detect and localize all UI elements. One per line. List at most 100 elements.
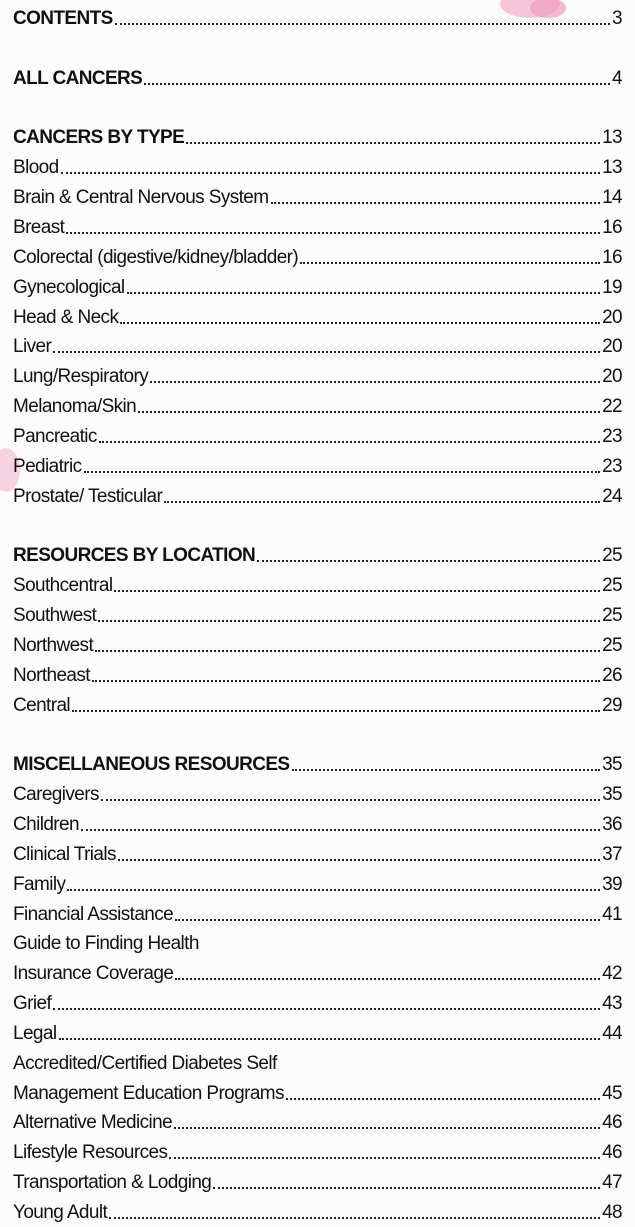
page-number: 23 (602, 456, 622, 478)
page-number: 20 (602, 336, 622, 358)
page-number: 47 (602, 1172, 622, 1194)
section-row: CANCERS BY TYPE 13 (13, 123, 622, 149)
dot-leader (67, 889, 600, 891)
entry-row: Children 36 (13, 810, 622, 836)
entry-row: Caregivers 35 (13, 780, 622, 806)
page-number: 3 (612, 8, 622, 30)
page-number: 22 (602, 396, 622, 418)
dot-leader (213, 1187, 600, 1189)
section-heading: CANCERS BY TYPE (13, 127, 184, 149)
entry-label: Southcentral (13, 575, 112, 597)
section-row: RESOURCES BY LOCATION 25 (13, 541, 622, 567)
dot-leader (61, 172, 600, 174)
page-number: 20 (602, 307, 622, 329)
dot-leader (99, 441, 600, 443)
entry-label: Alternative Medicine (13, 1112, 172, 1134)
page-number: 29 (602, 695, 622, 717)
dot-leader (59, 1038, 601, 1040)
dot-leader (114, 590, 600, 592)
entry-label: Lifestyle Resources (13, 1142, 167, 1164)
page: CONTENTS3ALL CANCERS4CANCERS BY TYPE13Bl… (0, 0, 635, 1227)
page-number: 25 (602, 635, 622, 657)
dot-leader (53, 1008, 600, 1010)
dot-leader (66, 232, 600, 234)
entry-label: Head & Neck (13, 307, 118, 329)
dot-leader (115, 23, 610, 25)
page-number: 44 (602, 1023, 622, 1045)
dot-leader (81, 829, 600, 831)
dot-leader (138, 411, 600, 413)
entry-row: Southcentral 25 (13, 571, 622, 597)
page-number: 36 (602, 814, 622, 836)
page-number: 25 (602, 545, 622, 567)
dot-leader (72, 710, 600, 712)
page-number: 25 (602, 575, 622, 597)
page-number: 48 (602, 1202, 622, 1224)
entry-label: Brain & Central Nervous System (13, 187, 269, 209)
page-number: 45 (602, 1083, 622, 1105)
entry-label: Central (13, 695, 70, 717)
entry-label: Clinical Trials (13, 844, 116, 866)
section-heading: CONTENTS (13, 8, 113, 30)
dot-leader (118, 859, 600, 861)
page-number: 24 (602, 486, 622, 508)
dot-leader (53, 351, 600, 353)
entry-label: Financial Assistance (13, 904, 173, 926)
entry-label: Melanoma/Skin (13, 396, 136, 418)
dot-leader (109, 1217, 600, 1219)
section-heading: MISCELLANEOUS RESOURCES (13, 754, 290, 776)
entry-label: Gynecological (13, 277, 125, 299)
entry-row: Lung/Respiratory 20 (13, 362, 622, 388)
entry-label: Insurance Coverage (13, 963, 173, 985)
entry-label: Caregivers (13, 784, 99, 806)
section-row: MISCELLANEOUS RESOURCES35 (13, 750, 622, 776)
dot-leader (174, 1127, 600, 1129)
entry-row: Family39 (13, 870, 622, 896)
entry-label: Breast (13, 217, 64, 239)
entry-row: Young Adult 48 (13, 1198, 622, 1224)
page-number: 13 (602, 157, 622, 179)
dot-leader (186, 142, 600, 144)
entry-row: Breast16 (13, 213, 622, 239)
dot-leader (120, 322, 600, 324)
dot-leader (175, 919, 600, 921)
entry-label: Prostate/ Testicular (13, 486, 162, 508)
page-number: 23 (602, 426, 622, 448)
entry-label: Northwest (13, 635, 93, 657)
page-number: 14 (602, 187, 622, 209)
page-number: 4 (612, 68, 622, 90)
page-number: 13 (602, 127, 622, 149)
dot-leader (95, 650, 600, 652)
entry-label: Children (13, 814, 79, 836)
entry-row: Clinical Trials37 (13, 840, 622, 866)
entry-row: Pediatric 23 (13, 452, 622, 478)
section-heading: RESOURCES BY LOCATION (13, 545, 255, 567)
dot-leader (286, 1098, 600, 1100)
entry-row: Colorectal (digestive/kidney/bladder)16 (13, 243, 622, 269)
dot-leader (169, 1157, 600, 1159)
page-number: 19 (602, 277, 622, 299)
entry-row: Head & Neck 20 (13, 303, 622, 329)
entry-row: Prostate/ Testicular 24 (13, 482, 622, 508)
entry-label: Transportation & Lodging (13, 1172, 211, 1194)
dot-leader (101, 799, 600, 801)
entry-row: Central 29 (13, 691, 622, 717)
entry-label: Northeast (13, 665, 90, 687)
entry-row: Southwest25 (13, 601, 622, 627)
entry-row: Liver 20 (13, 332, 622, 358)
page-number: 20 (602, 366, 622, 388)
entry-label: Family (13, 874, 65, 896)
entry-label: Pediatric (13, 456, 82, 478)
entry-label: Lung/Respiratory (13, 366, 148, 388)
dot-leader (164, 501, 600, 503)
entry-label: Grief (13, 993, 51, 1015)
entry-label: Young Adult (13, 1202, 107, 1224)
page-number: 35 (602, 784, 622, 806)
entry-label: Colorectal (digestive/kidney/bladder) (13, 247, 298, 269)
entry-label: Liver (13, 336, 51, 358)
dot-leader (150, 381, 600, 383)
dot-leader (98, 620, 600, 622)
